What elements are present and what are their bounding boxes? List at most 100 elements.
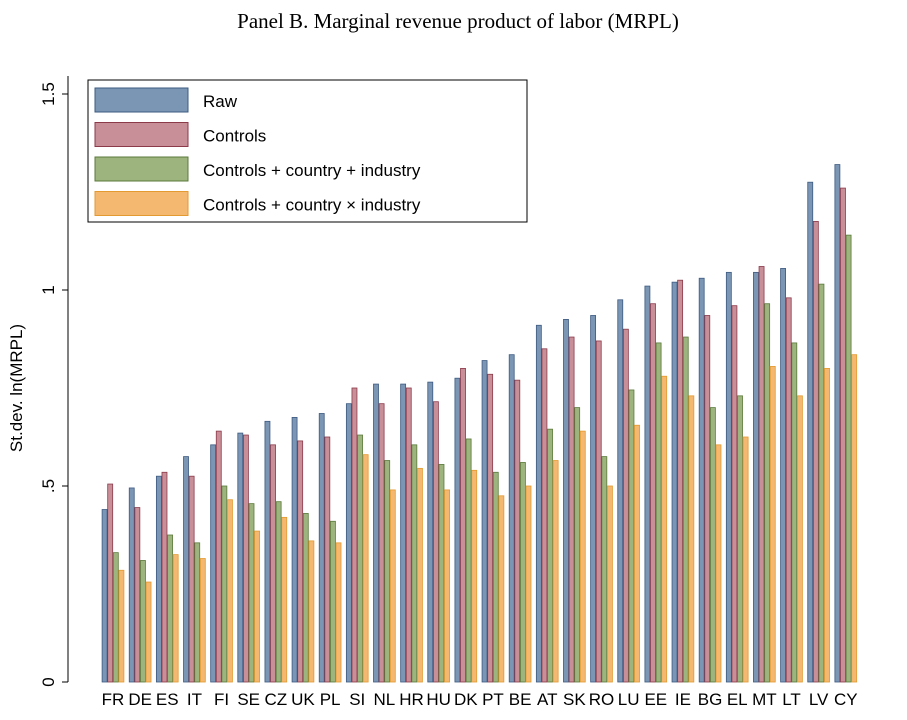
bar [840,187,846,683]
bar [481,360,488,683]
bar [183,456,189,683]
legend-swatch [94,122,189,147]
x-tick-label: SE [237,690,260,709]
bar [281,516,288,683]
bar [824,367,830,683]
bar [725,271,732,683]
bar [384,460,391,683]
bar [634,424,640,683]
bar [417,467,423,683]
bar [595,340,602,683]
bar [270,444,276,683]
bar [498,495,505,683]
bar [411,444,418,683]
x-tick-label: ES [156,690,179,709]
bar [254,530,261,683]
bar [731,305,738,683]
bar [644,285,651,683]
bar [535,324,542,683]
bar [737,395,743,683]
bar [812,220,819,683]
bar [547,428,553,683]
bar [568,336,575,683]
legend-label: Controls + country × industry [203,196,421,215]
bar [541,348,548,683]
bar [227,499,233,683]
bar [818,283,825,683]
bar [552,460,559,683]
bar [134,507,141,683]
x-tick-label: LV [809,690,829,709]
bar [389,489,396,683]
bar [650,303,656,683]
bar [487,373,494,683]
legend-swatch [94,191,189,216]
bar [715,444,722,683]
bar [199,558,206,683]
bar [622,328,629,683]
bar [471,469,478,683]
bar [671,281,678,683]
bar [357,434,363,683]
x-tick-label: LU [618,690,640,709]
bar [758,266,765,683]
bar [215,430,222,683]
legend-swatch [94,87,189,113]
bar [145,581,152,683]
x-tick-label: UK [291,690,315,709]
bar [601,456,608,683]
bar [324,436,331,683]
bar [400,383,407,683]
y-tick-label: 1.5 [39,82,58,106]
bar [297,440,304,683]
bar [172,554,179,683]
bar [525,485,532,683]
bar [791,342,798,683]
bar [709,407,716,683]
bar [688,395,695,683]
bar [308,540,315,683]
x-tick-label: IE [675,690,691,709]
y-tick-label: 0 [39,677,58,686]
x-tick-label: NL [374,690,396,709]
bar [465,438,472,683]
bar [302,513,309,683]
bar [851,354,858,683]
x-tick-label: DK [454,690,478,709]
bar [291,416,298,683]
bar [677,279,684,683]
x-tick-label: AT [537,690,557,709]
x-tick-label: SI [349,690,365,709]
bar [845,234,852,683]
bar [834,164,841,683]
bar [242,434,249,683]
bar [628,389,635,683]
x-tick-label: RO [589,690,615,709]
bar [405,387,412,683]
bar [107,483,114,683]
bar [514,379,521,683]
x-tick-label: MT [752,690,777,709]
x-tick-label: SK [563,690,586,709]
bar [330,520,336,683]
x-tick-label: PL [320,690,341,709]
bar [444,489,450,683]
bar [351,387,358,683]
bar [373,383,379,683]
bar [248,503,255,683]
x-tick-label: FI [214,690,229,709]
y-axis-label: St.dev. ln(MRPL) [7,324,26,452]
bar [362,454,369,683]
bar [617,299,624,683]
bar [454,377,461,683]
bar [140,560,146,683]
bar [237,432,244,683]
bar [807,181,814,683]
chart-title: Panel B. Marginal revenue product of lab… [237,9,679,33]
bar [520,462,526,683]
bar [704,315,711,683]
y-tick-label: 1 [39,285,58,294]
bar [194,542,201,683]
bar [264,420,271,683]
x-tick-label: LT [782,690,801,709]
